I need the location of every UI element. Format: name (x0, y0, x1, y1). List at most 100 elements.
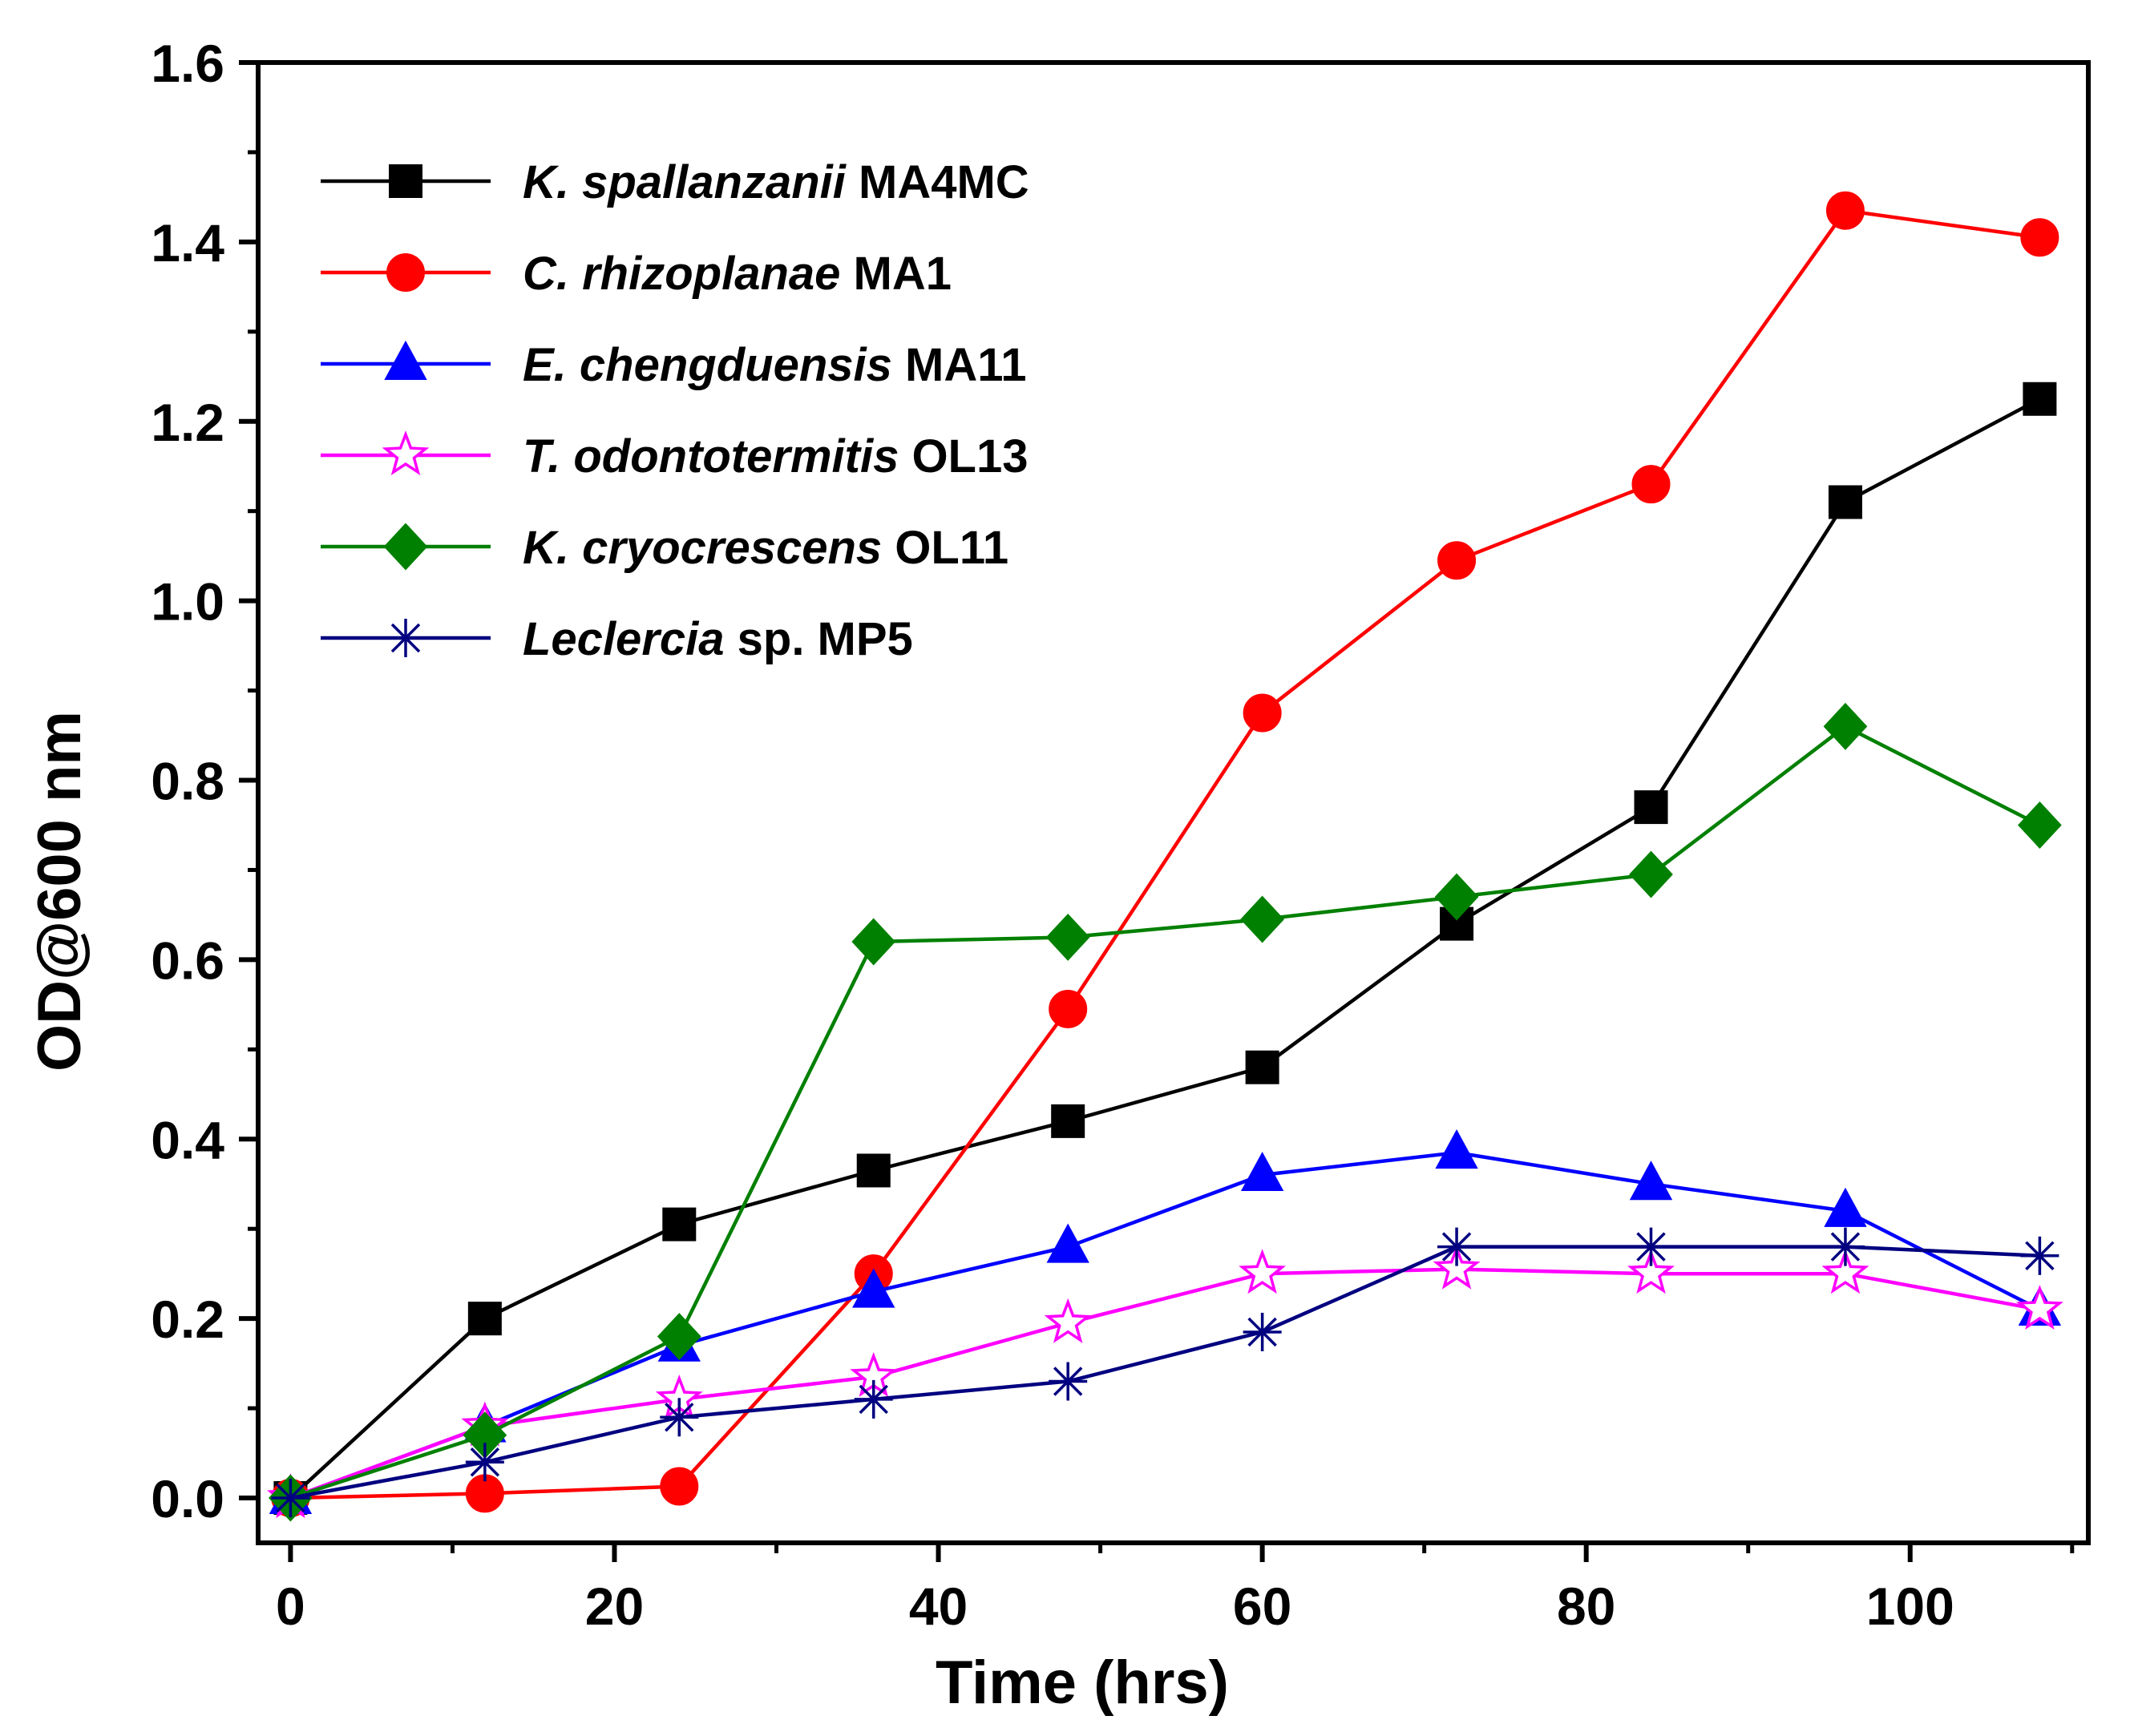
x-tick-label: 40 (909, 1577, 968, 1636)
y-tick-label: 1.6 (151, 34, 224, 93)
data-point (2016, 1285, 2063, 1330)
data-point (465, 1443, 504, 1482)
data-point (1433, 1244, 1481, 1290)
data-point (2018, 801, 2062, 849)
legend-label: Leclercia sp. MP5 (523, 613, 913, 665)
legend-item: E. chengduensis MA11 (321, 339, 1027, 391)
legend-marker (382, 430, 430, 475)
legend-marker (389, 164, 422, 198)
x-tick-label: 80 (1557, 1577, 1615, 1636)
axes: 0 20 40 60 80 100 0.0 0.2 0.4 0.6 0.8 1.0 1.2 1.4 1.6 (151, 34, 2091, 1636)
legend-item: Leclercia sp. MP5 (321, 613, 913, 665)
legend-strain: OL11 (882, 522, 1008, 574)
data-point (1634, 790, 1668, 825)
legend-strain: MA4MC (846, 156, 1029, 208)
data-point (1823, 702, 1868, 750)
data-point (856, 1153, 891, 1188)
data-point (1627, 1249, 1675, 1294)
data-point (1049, 1362, 1088, 1401)
plot-frame (256, 60, 2091, 1545)
data-point (271, 1479, 310, 1518)
legend-marker (383, 523, 428, 571)
data-point (660, 1467, 699, 1506)
series-line (289, 397, 2041, 1500)
data-point (1828, 485, 1862, 519)
y-tick-label: 0.6 (151, 931, 224, 990)
data-point (1240, 895, 1284, 943)
legend-marker (386, 619, 425, 657)
legend-marker (384, 340, 427, 380)
data-point (852, 1268, 895, 1308)
legend-strain: MA11 (892, 339, 1027, 391)
data-point (1243, 693, 1282, 733)
data-point (1631, 465, 1671, 504)
y-tick-label: 0.0 (151, 1469, 224, 1528)
x-tick-label: 0 (276, 1577, 305, 1636)
data-point (1045, 913, 1090, 961)
y-tick-label: 0.2 (151, 1290, 224, 1349)
legend-strain: MA1 (840, 248, 952, 300)
x-axis-title: Time (hrs) (936, 1649, 1229, 1717)
data-point (1629, 1161, 1673, 1201)
data-point (1049, 989, 1088, 1028)
legend: K. spallanzanii MA4MC C. rhizoplanae MA1 E… (321, 156, 1029, 665)
legend-strain: sp. MP5 (725, 613, 913, 665)
y-tick-label: 0.4 (151, 1110, 224, 1169)
y-tick-label: 1.4 (151, 213, 224, 273)
legend-label: K. spallanzanii MA4MC (523, 156, 1029, 208)
legend-label: K. cryocrescens OL11 (523, 522, 1008, 574)
y-tick-label: 0.8 (151, 752, 224, 811)
data-point (1437, 1227, 1477, 1266)
data-point (1239, 1249, 1286, 1294)
legend-item: K. spallanzanii MA4MC (321, 156, 1029, 208)
data-point (1434, 873, 1479, 921)
x-tick-label: 60 (1233, 1577, 1291, 1636)
data-point (1825, 191, 1865, 230)
y-tick-label: 1.0 (151, 572, 224, 632)
legend-species: T. odontotermitis (523, 430, 899, 482)
data-point (1629, 850, 1673, 898)
legend-item: C. rhizoplanae MA1 (321, 248, 952, 300)
legend-label: E. chengduensis MA11 (523, 339, 1027, 391)
legend-marker (386, 253, 425, 292)
data-point (854, 1379, 893, 1419)
data-point (2020, 218, 2059, 257)
data-point (2020, 1236, 2059, 1275)
series-layer (267, 191, 2063, 1522)
legend-species: K. cryocrescens (523, 522, 882, 574)
data-point (1044, 1298, 1092, 1343)
data-point (1821, 1249, 1869, 1294)
x-tick-label: 100 (1866, 1577, 1954, 1636)
data-point (1437, 541, 1477, 580)
data-point (467, 1302, 502, 1336)
legend-item: T. odontotermitis OL13 (321, 430, 1029, 482)
legend-species: E. chengduensis (523, 339, 892, 391)
data-point (662, 1207, 697, 1241)
series-leclercia-sp-mp5 (271, 1227, 2059, 1518)
data-point (1631, 1227, 1671, 1266)
data-point (1046, 1223, 1089, 1263)
series-line (289, 724, 2041, 1500)
data-point (657, 1313, 701, 1361)
x-tick-label: 20 (585, 1577, 644, 1636)
series-k-spallanzanii-ma4mc (273, 382, 2057, 1516)
legend-label: C. rhizoplanae MA1 (523, 248, 952, 300)
series-line (289, 1245, 2040, 1500)
data-point (1240, 1151, 1284, 1192)
series-k-cryocrescens-ol11 (269, 702, 2062, 1522)
data-point (1051, 1104, 1085, 1138)
series-e-chengduensis-ma11 (269, 1128, 2062, 1515)
legend-species: C. rhizoplanae (523, 248, 840, 300)
data-point (1435, 1128, 1478, 1169)
legend-item: K. cryocrescens OL11 (321, 522, 1008, 574)
legend-strain: OL13 (899, 430, 1028, 482)
series-line (290, 208, 2040, 1500)
data-point (1825, 1227, 1865, 1266)
data-point (851, 918, 896, 966)
series-line (289, 1267, 2040, 1500)
legend-label: T. odontotermitis OL13 (523, 430, 1029, 482)
data-point (1245, 1050, 1279, 1084)
data-point (660, 1398, 699, 1437)
